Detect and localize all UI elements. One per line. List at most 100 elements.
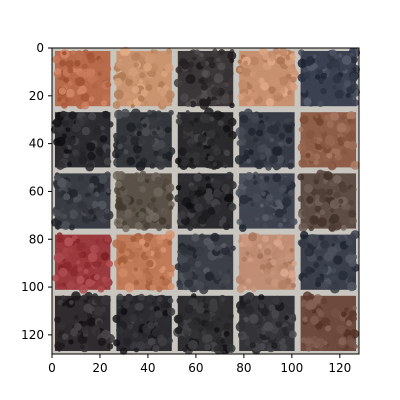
berry: [193, 159, 200, 166]
berry: [142, 267, 150, 274]
berry: [185, 101, 191, 107]
berry: [161, 266, 166, 271]
berry: [149, 306, 154, 311]
berry: [163, 301, 170, 309]
berry: [168, 205, 174, 210]
berry: [199, 98, 208, 107]
berry: [160, 208, 171, 219]
berry: [78, 284, 88, 294]
berry: [165, 183, 175, 193]
berry: [174, 194, 183, 203]
berry: [240, 189, 246, 196]
berry: [272, 296, 280, 305]
berry: [54, 68, 62, 75]
berry: [153, 49, 158, 55]
berry: [91, 200, 99, 208]
berry: [60, 110, 67, 118]
berry: [115, 220, 121, 225]
berry: [55, 160, 65, 170]
berry: [57, 283, 62, 288]
berry: [189, 189, 195, 196]
berry: [65, 59, 74, 69]
berry: [158, 337, 168, 347]
berry: [211, 100, 216, 106]
berry: [327, 162, 335, 170]
y-tick-label: 0: [36, 41, 44, 55]
berry: [139, 170, 147, 178]
berry: [201, 334, 211, 344]
berry: [238, 80, 248, 90]
berry: [348, 217, 357, 225]
berry: [227, 117, 237, 127]
berry: [345, 238, 353, 246]
berry: [74, 60, 81, 67]
berry: [132, 144, 142, 154]
berry: [144, 242, 150, 248]
berry: [306, 346, 312, 352]
berry: [182, 134, 188, 139]
berry: [68, 97, 76, 105]
berry: [99, 135, 108, 143]
berry: [63, 148, 69, 154]
y-tick-label: 60: [29, 184, 44, 198]
berry: [157, 296, 163, 302]
basket-apricots: [297, 111, 360, 171]
berry: [145, 84, 153, 91]
berry: [301, 276, 308, 283]
berry: [345, 93, 351, 98]
berry: [336, 324, 346, 335]
berry: [94, 191, 100, 197]
basket-blueberries: [297, 47, 361, 107]
berry: [120, 308, 128, 315]
berry: [284, 253, 293, 262]
berry: [93, 274, 100, 281]
berry: [85, 278, 94, 287]
berry: [276, 233, 283, 240]
berry: [132, 257, 139, 264]
berry: [344, 204, 351, 210]
berry: [259, 203, 264, 208]
berry: [222, 222, 231, 231]
berry: [211, 315, 220, 325]
berry: [275, 199, 282, 206]
berry: [87, 252, 98, 263]
berry: [333, 54, 339, 60]
berry: [200, 152, 207, 159]
berry: [114, 153, 120, 159]
berry: [141, 113, 147, 119]
berry: [184, 279, 193, 288]
berry: [246, 158, 252, 164]
berry: [288, 270, 297, 278]
berry: [185, 202, 193, 210]
y-tick-label: 20: [29, 89, 44, 103]
berry: [265, 98, 275, 107]
berry: [139, 72, 146, 79]
berry: [275, 321, 282, 328]
berry: [143, 62, 152, 72]
berry: [266, 194, 274, 202]
berry: [237, 67, 243, 73]
berry: [189, 157, 194, 163]
berry: [212, 178, 222, 189]
berry: [329, 213, 340, 224]
basket-apricots: [235, 47, 299, 107]
berry: [65, 256, 71, 262]
berry: [175, 157, 182, 165]
berry: [312, 54, 317, 59]
berry: [264, 175, 270, 182]
berry: [69, 268, 79, 277]
berry: [215, 274, 221, 281]
berry: [153, 150, 159, 156]
berry: [315, 194, 320, 200]
berry: [348, 141, 358, 150]
berry: [76, 275, 85, 284]
berry: [54, 316, 62, 324]
berry: [257, 122, 266, 131]
berry: [249, 186, 255, 192]
berry: [184, 123, 193, 132]
berry: [128, 67, 138, 78]
basket-peaches: [235, 232, 297, 293]
berry: [352, 99, 360, 107]
berry: [80, 344, 85, 350]
berry: [158, 278, 163, 283]
